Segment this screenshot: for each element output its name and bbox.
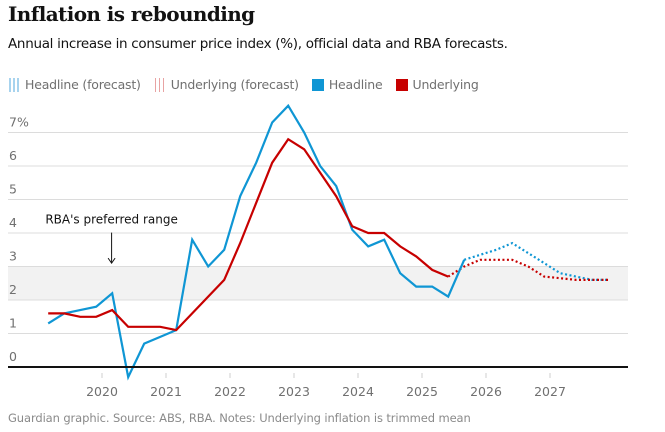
legend-swatch-headline-forecast-icon — [8, 77, 20, 92]
series-line-underlying-forecast — [447, 258, 609, 281]
legend-swatch-underlying-icon — [395, 78, 408, 91]
series-line-underlying — [48, 137, 449, 332]
y-tick-label: 7% — [9, 115, 29, 130]
legend-swatch-headline-icon — [311, 78, 324, 91]
y-tick-label: 6 — [9, 148, 17, 163]
x-tick-label: 2021 — [150, 384, 182, 399]
preferred-range-band — [8, 266, 628, 300]
y-tick-label: 5 — [9, 182, 17, 197]
legend-label: Headline — [328, 77, 383, 92]
legend-item-underlying-forecast: Underlying (forecast) — [154, 77, 299, 92]
series-line-headline — [47, 103, 466, 381]
legend-label: Underlying (forecast) — [170, 77, 299, 92]
y-tick-label: 1 — [9, 316, 17, 331]
legend-label: Underlying — [412, 77, 479, 92]
source-footer: Guardian graphic. Source: ABS, RBA. Note… — [8, 411, 471, 425]
y-tick-label: 3 — [9, 249, 17, 264]
y-tick-label: 4 — [9, 215, 17, 230]
legend-item-headline-forecast: Headline (forecast) — [8, 77, 141, 92]
chart-subtitle: Annual increase in consumer price index … — [8, 36, 508, 52]
legend-label: Headline (forecast) — [25, 77, 141, 92]
chart-title: Inflation is rebounding — [8, 2, 255, 26]
x-tick-label: 2023 — [278, 384, 310, 399]
x-tick-label: 2027 — [534, 384, 566, 399]
legend-item-underlying: Underlying — [395, 77, 479, 92]
legend-swatch-underlying-forecast-icon — [154, 77, 166, 92]
series-line-headline-forecast — [463, 241, 609, 281]
x-tick-label: 2020 — [86, 384, 118, 399]
arrow-down-icon — [107, 257, 116, 265]
x-tick-label: 2026 — [470, 384, 502, 399]
x-tick-label: 2024 — [342, 384, 374, 399]
x-tick-label: 2022 — [214, 384, 246, 399]
legend-item-headline: Headline — [311, 77, 383, 92]
annotation-label: RBA's preferred range — [45, 213, 178, 227]
legend: Headline (forecast) Underlying (forecast… — [8, 77, 492, 92]
x-tick-label: 2025 — [406, 384, 438, 399]
y-tick-label: 2 — [9, 282, 17, 297]
y-tick-label: 0 — [9, 349, 17, 364]
